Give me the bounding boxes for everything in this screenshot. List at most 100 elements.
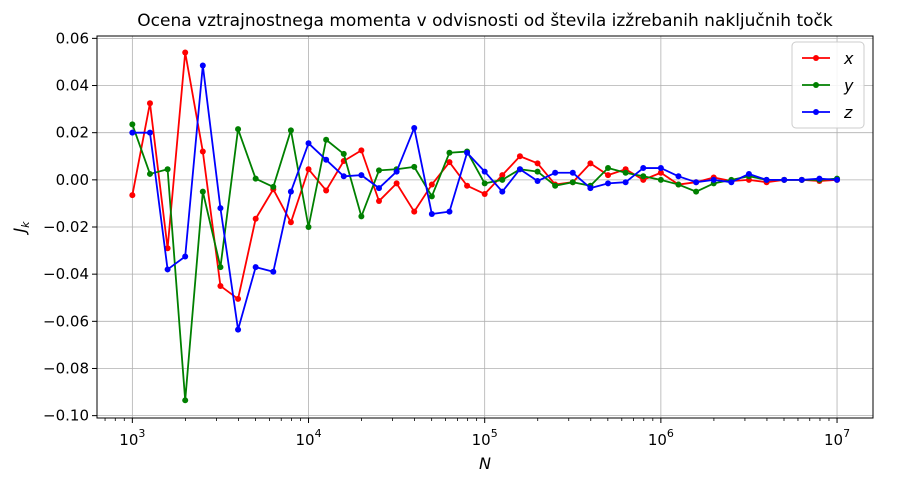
data-point	[270, 183, 277, 190]
data-point	[693, 179, 700, 186]
data-point	[481, 168, 488, 175]
data-point	[217, 205, 224, 212]
data-point	[745, 170, 752, 177]
data-point	[605, 180, 612, 187]
y-tick-label: −0.08	[43, 359, 89, 377]
data-point	[287, 219, 294, 226]
data-point	[552, 182, 559, 189]
data-point	[164, 166, 171, 173]
data-point	[728, 179, 735, 186]
y-tick-label: 0.00	[56, 171, 89, 189]
data-point	[358, 172, 365, 179]
data-point	[499, 188, 506, 195]
y-tick-label: −0.04	[43, 265, 89, 283]
legend-marker	[813, 109, 819, 115]
data-point	[393, 180, 400, 187]
data-point	[235, 295, 242, 302]
data-point	[235, 326, 242, 333]
data-point	[182, 253, 189, 260]
data-point	[640, 173, 647, 180]
data-point	[340, 173, 347, 180]
data-point	[182, 397, 189, 404]
data-point	[146, 100, 153, 107]
data-point	[587, 160, 594, 167]
data-point	[252, 175, 259, 182]
data-point	[587, 185, 594, 192]
data-point	[146, 129, 153, 136]
data-point	[129, 129, 136, 136]
data-point	[428, 211, 435, 218]
y-tick-label: −0.02	[43, 218, 89, 236]
data-point	[199, 188, 206, 195]
x-tick-label: 105	[472, 427, 498, 449]
data-point	[411, 208, 418, 215]
data-point	[569, 169, 576, 176]
data-point	[763, 176, 770, 183]
data-point	[305, 224, 312, 230]
y-tick-label: −0.06	[43, 312, 89, 330]
data-point	[816, 175, 823, 182]
data-point	[605, 165, 612, 172]
data-point	[411, 124, 418, 131]
chart-title: Ocena vztrajnostnega momenta v odvisnost…	[137, 11, 833, 31]
data-point	[516, 153, 523, 160]
data-point	[270, 268, 277, 275]
data-point	[798, 176, 805, 183]
data-point	[358, 147, 365, 154]
legend-marker	[813, 82, 819, 88]
data-point	[199, 148, 206, 155]
data-point	[481, 180, 488, 187]
y-tick-label: −0.10	[43, 407, 89, 425]
data-point	[693, 188, 700, 195]
data-point	[675, 181, 682, 188]
legend-label: y	[843, 76, 854, 95]
y-tick-label: 0.02	[56, 124, 89, 142]
data-point	[622, 179, 629, 186]
data-point	[516, 166, 523, 173]
y-tick-label: 0.06	[56, 29, 89, 47]
data-point	[146, 170, 153, 177]
data-point	[164, 266, 171, 273]
data-point	[499, 172, 506, 179]
data-point	[323, 136, 330, 143]
legend-item-x[interactable]: x	[802, 49, 854, 68]
data-point	[657, 176, 664, 183]
axis-ticks: 0.06 0.04 0.02 0.00 −0.02 −0.04 −0.06 −0.08 −0.1…	[43, 29, 850, 449]
y-tick-label: 0.04	[56, 77, 89, 95]
data-point	[446, 159, 453, 166]
legend-item-y[interactable]: y	[802, 76, 854, 95]
series-x	[129, 49, 841, 302]
legend-item-z[interactable]: z	[802, 103, 853, 122]
data-point	[375, 167, 382, 174]
data-point	[199, 62, 206, 69]
data-point	[640, 165, 647, 172]
legend[interactable]: xyz	[791, 41, 865, 129]
data-point	[164, 245, 171, 252]
data-point	[534, 160, 541, 167]
data-point	[217, 264, 224, 271]
data-point	[534, 168, 541, 175]
data-point	[375, 198, 382, 205]
x-tick-label: 106	[648, 427, 674, 449]
data-point	[252, 215, 259, 222]
data-point	[534, 178, 541, 185]
data-point	[781, 176, 788, 183]
data-point	[657, 165, 664, 172]
data-point	[340, 150, 347, 157]
legend-label: z	[843, 103, 853, 122]
data-point	[834, 176, 841, 183]
data-point	[393, 168, 400, 175]
data-point	[358, 213, 365, 220]
data-point	[411, 163, 418, 170]
data-point	[323, 156, 330, 163]
data-point	[305, 140, 312, 147]
y-axis-label: Jk	[10, 221, 32, 236]
data-point	[710, 176, 717, 183]
data-point	[129, 121, 136, 128]
series-z	[129, 62, 841, 333]
data-point	[622, 169, 629, 176]
data-point	[464, 182, 471, 189]
legend-marker	[813, 55, 819, 61]
data-point	[657, 169, 664, 176]
grid-lines	[97, 36, 873, 418]
